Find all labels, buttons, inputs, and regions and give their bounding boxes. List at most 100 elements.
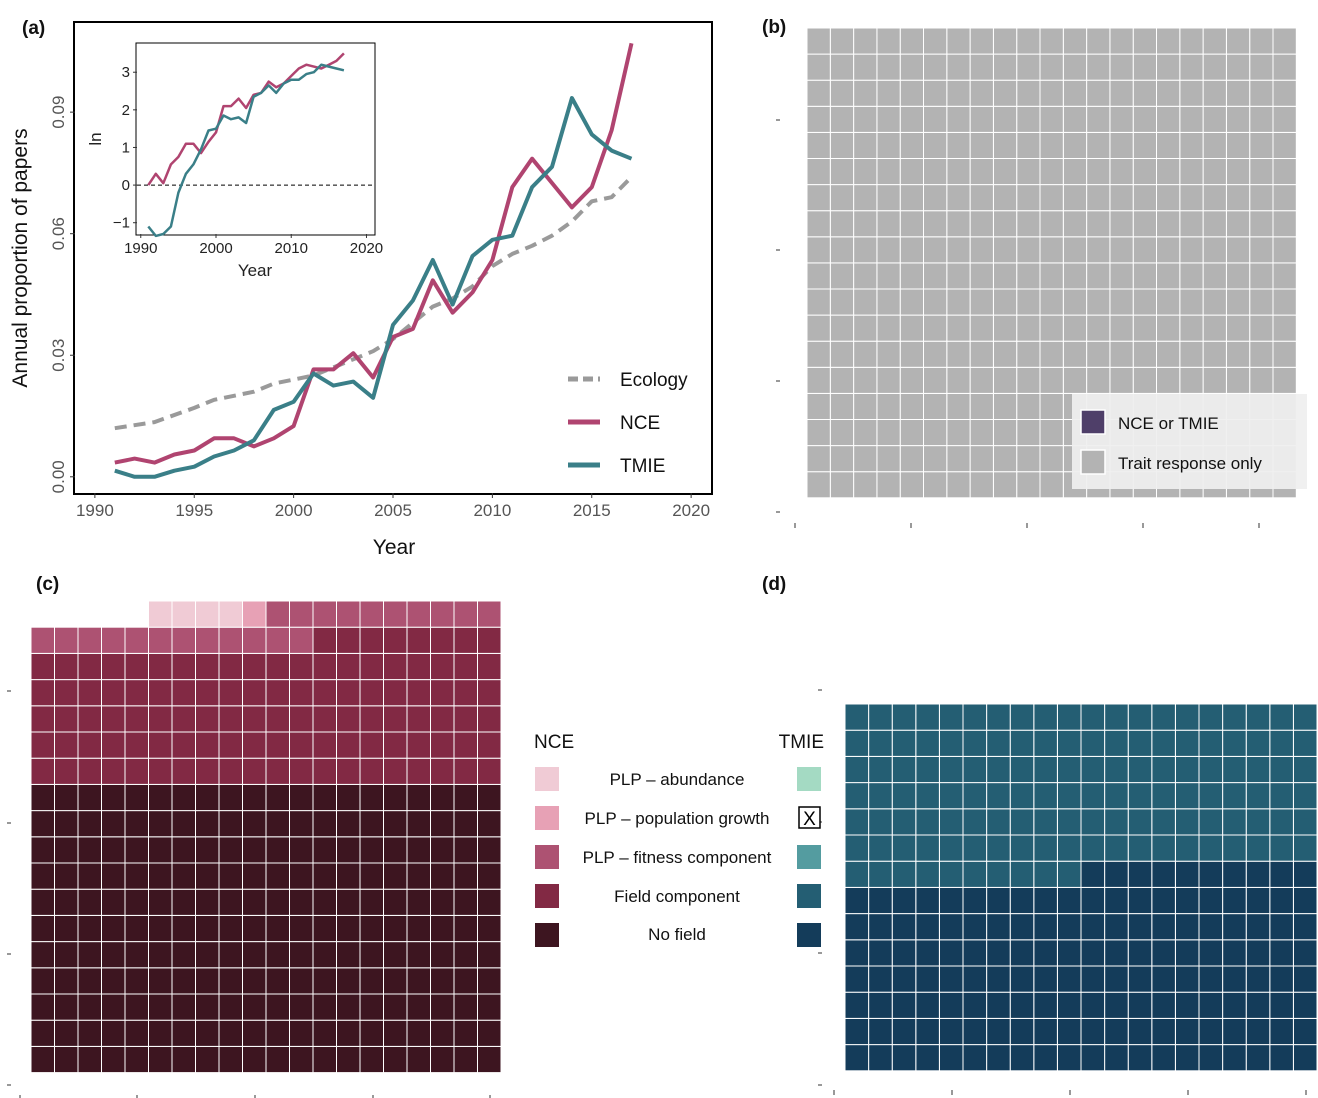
panel-b-cell-trait-response-only <box>876 184 901 212</box>
panel-c-cell-plp-abundance <box>171 600 196 628</box>
panel-b-cell-trait-response-only <box>899 131 925 159</box>
panel-c-cell-no-field <box>195 810 220 838</box>
panel-b-cell-trait-response-only <box>1086 340 1111 368</box>
panel-c-cell-no-field <box>336 862 361 890</box>
panel-c-cell-field-component <box>312 705 337 733</box>
panel-d-cell-field-component <box>1080 808 1106 836</box>
panel-d-cell-no-field <box>1269 1017 1294 1046</box>
panel-b-cell-trait-response-only <box>1086 288 1111 316</box>
panel-c-cell-no-field <box>430 810 455 838</box>
panel-c-cell-no-field <box>54 1019 79 1047</box>
panel-c-cell-field-component <box>195 731 220 759</box>
panel-b-cell-trait-response-only <box>1086 210 1111 238</box>
panel-c-cell-no-field <box>148 993 173 1021</box>
panel-c-cell-no-field <box>77 783 102 812</box>
panel-b-cell-trait-response-only <box>1179 27 1204 55</box>
panel-b-cell-trait-response-only <box>992 210 1018 238</box>
panel-c-cell-no-field <box>265 1019 290 1047</box>
panel-b-cell-trait-response-only <box>1039 105 1064 133</box>
panel-d-cell-no-field <box>1127 991 1153 1019</box>
panel-c-cell-no-field <box>171 1045 196 1074</box>
panel-b-cell-trait-response-only <box>1225 210 1251 238</box>
panel-c-cell-no-field <box>242 862 267 890</box>
panel-d-cell-field-component <box>962 729 988 757</box>
panel-c-cell-no-field <box>77 1019 102 1047</box>
panel-c-cell-no-field <box>406 1045 431 1074</box>
panel-b-cell-trait-response-only <box>1249 210 1274 238</box>
panel-b-cell-trait-response-only <box>1156 236 1181 264</box>
panel-c-cell-field-component <box>336 652 361 681</box>
panel-c-cell-no-field <box>30 862 55 890</box>
panel-b-cell-trait-response-only <box>806 105 831 133</box>
legend-nce-no-field-swatch <box>535 923 559 947</box>
panel-d-cell-field-component <box>1056 860 1082 888</box>
inset-y-tick-label: 2 <box>122 102 130 119</box>
panel-c-cell-field-component <box>148 705 173 733</box>
panel-d-cell-no-field <box>1127 1044 1153 1072</box>
panel-d-cell-field-component <box>868 808 893 836</box>
inset-chart: 1990 2000 2010 2020 −1 0 1 2 3 Year ln <box>86 42 383 280</box>
panel-d-cell-no-field <box>1269 886 1294 915</box>
panel-d-cell-no-field <box>1080 991 1106 1019</box>
panel-b-cell-trait-response-only <box>853 366 878 394</box>
panel-c-cell-no-field <box>453 888 478 916</box>
inset-x-tick-label: 2000 <box>199 240 232 257</box>
panel-b-cell-trait-response-only <box>992 288 1018 316</box>
panel-b-cell-trait-response-only <box>899 419 925 447</box>
panel-b-cell-trait-response-only <box>1062 158 1088 186</box>
panel-d-cell-no-field <box>1009 886 1035 915</box>
panel-b-cell-trait-response-only <box>969 288 994 316</box>
panel-b-cell-trait-response-only <box>806 131 831 159</box>
panel-c-cell-no-field <box>195 862 220 890</box>
panel-b-cell-trait-response-only <box>1202 210 1227 238</box>
panel-c-cell-no-field <box>477 810 502 838</box>
panel-d-cell-no-field <box>1292 965 1318 993</box>
panel-c-cell-no-field <box>406 1019 431 1047</box>
panel-b-cell-trait-response-only <box>1062 366 1088 394</box>
panel-c-cell-field-component <box>218 731 243 759</box>
panel-c-cell-field-component <box>242 705 267 733</box>
panel-c-cell-no-field <box>124 941 149 969</box>
panel-c-cell-plp-fitness-component <box>265 600 290 628</box>
panel-b-cell-trait-response-only <box>1062 340 1088 368</box>
panel-d-cell-no-field <box>1056 1044 1082 1072</box>
panel-c-cell-field-component <box>218 757 243 785</box>
panel-c-cell-field-component <box>101 757 126 785</box>
panel-b-cell-trait-response-only <box>1016 236 1041 264</box>
panel-c-cell-field-component <box>406 679 431 707</box>
panel-c-cell-no-field <box>265 914 290 943</box>
panel-d-cell-field-component <box>915 808 940 836</box>
panel-b-cell-trait-response-only <box>1062 236 1088 264</box>
panel-c-cell-no-field <box>101 1045 126 1074</box>
panel-c-cell-no-field <box>265 967 290 995</box>
panel-d-cell-field-component <box>1245 808 1271 836</box>
panel-d-cell-no-field <box>915 1044 940 1072</box>
panel-d-cell-no-field <box>1056 886 1082 915</box>
panel-b-cell-trait-response-only <box>1132 27 1157 55</box>
panel-d-cell-field-component <box>1009 729 1035 757</box>
panel-d-cell-field-component <box>1009 755 1035 784</box>
panel-c-cell-no-field <box>30 914 55 943</box>
panel-d-cell-field-component <box>1080 782 1106 810</box>
panel-d-cell-no-field <box>938 913 964 941</box>
panel-b-cell-trait-response-only <box>923 184 948 212</box>
panel-b-cell-trait-response-only <box>899 366 925 394</box>
panel-b-cell-trait-response-only <box>1086 79 1111 107</box>
panel-d-cell-field-component <box>1104 782 1129 810</box>
panel-c-cell-no-field <box>336 888 361 916</box>
panel-b-cell-trait-response-only <box>1179 366 1204 394</box>
panel-c-cell-field-component <box>453 679 478 707</box>
panel-c-cell-plp-fitness-component <box>289 600 314 628</box>
panel-b-cell-trait-response-only <box>806 158 831 186</box>
panel-d-cell-no-field <box>1174 1017 1200 1046</box>
panel-d-cell-no-field <box>1104 991 1129 1019</box>
panel-c-cell-plp-fitness-component <box>148 626 173 654</box>
panel-b-cell-trait-response-only <box>1039 445 1064 473</box>
panel-b-cell-trait-response-only <box>1249 236 1274 264</box>
panel-c-cell-field-component <box>195 757 220 785</box>
legend-nce-fitness-swatch <box>535 845 559 869</box>
panel-b-cell-trait-response-only <box>1156 158 1181 186</box>
panel-c-cell-no-field <box>289 810 314 838</box>
panel-c-cell-no-field <box>406 993 431 1021</box>
panel-d-cell-no-field <box>1269 965 1294 993</box>
